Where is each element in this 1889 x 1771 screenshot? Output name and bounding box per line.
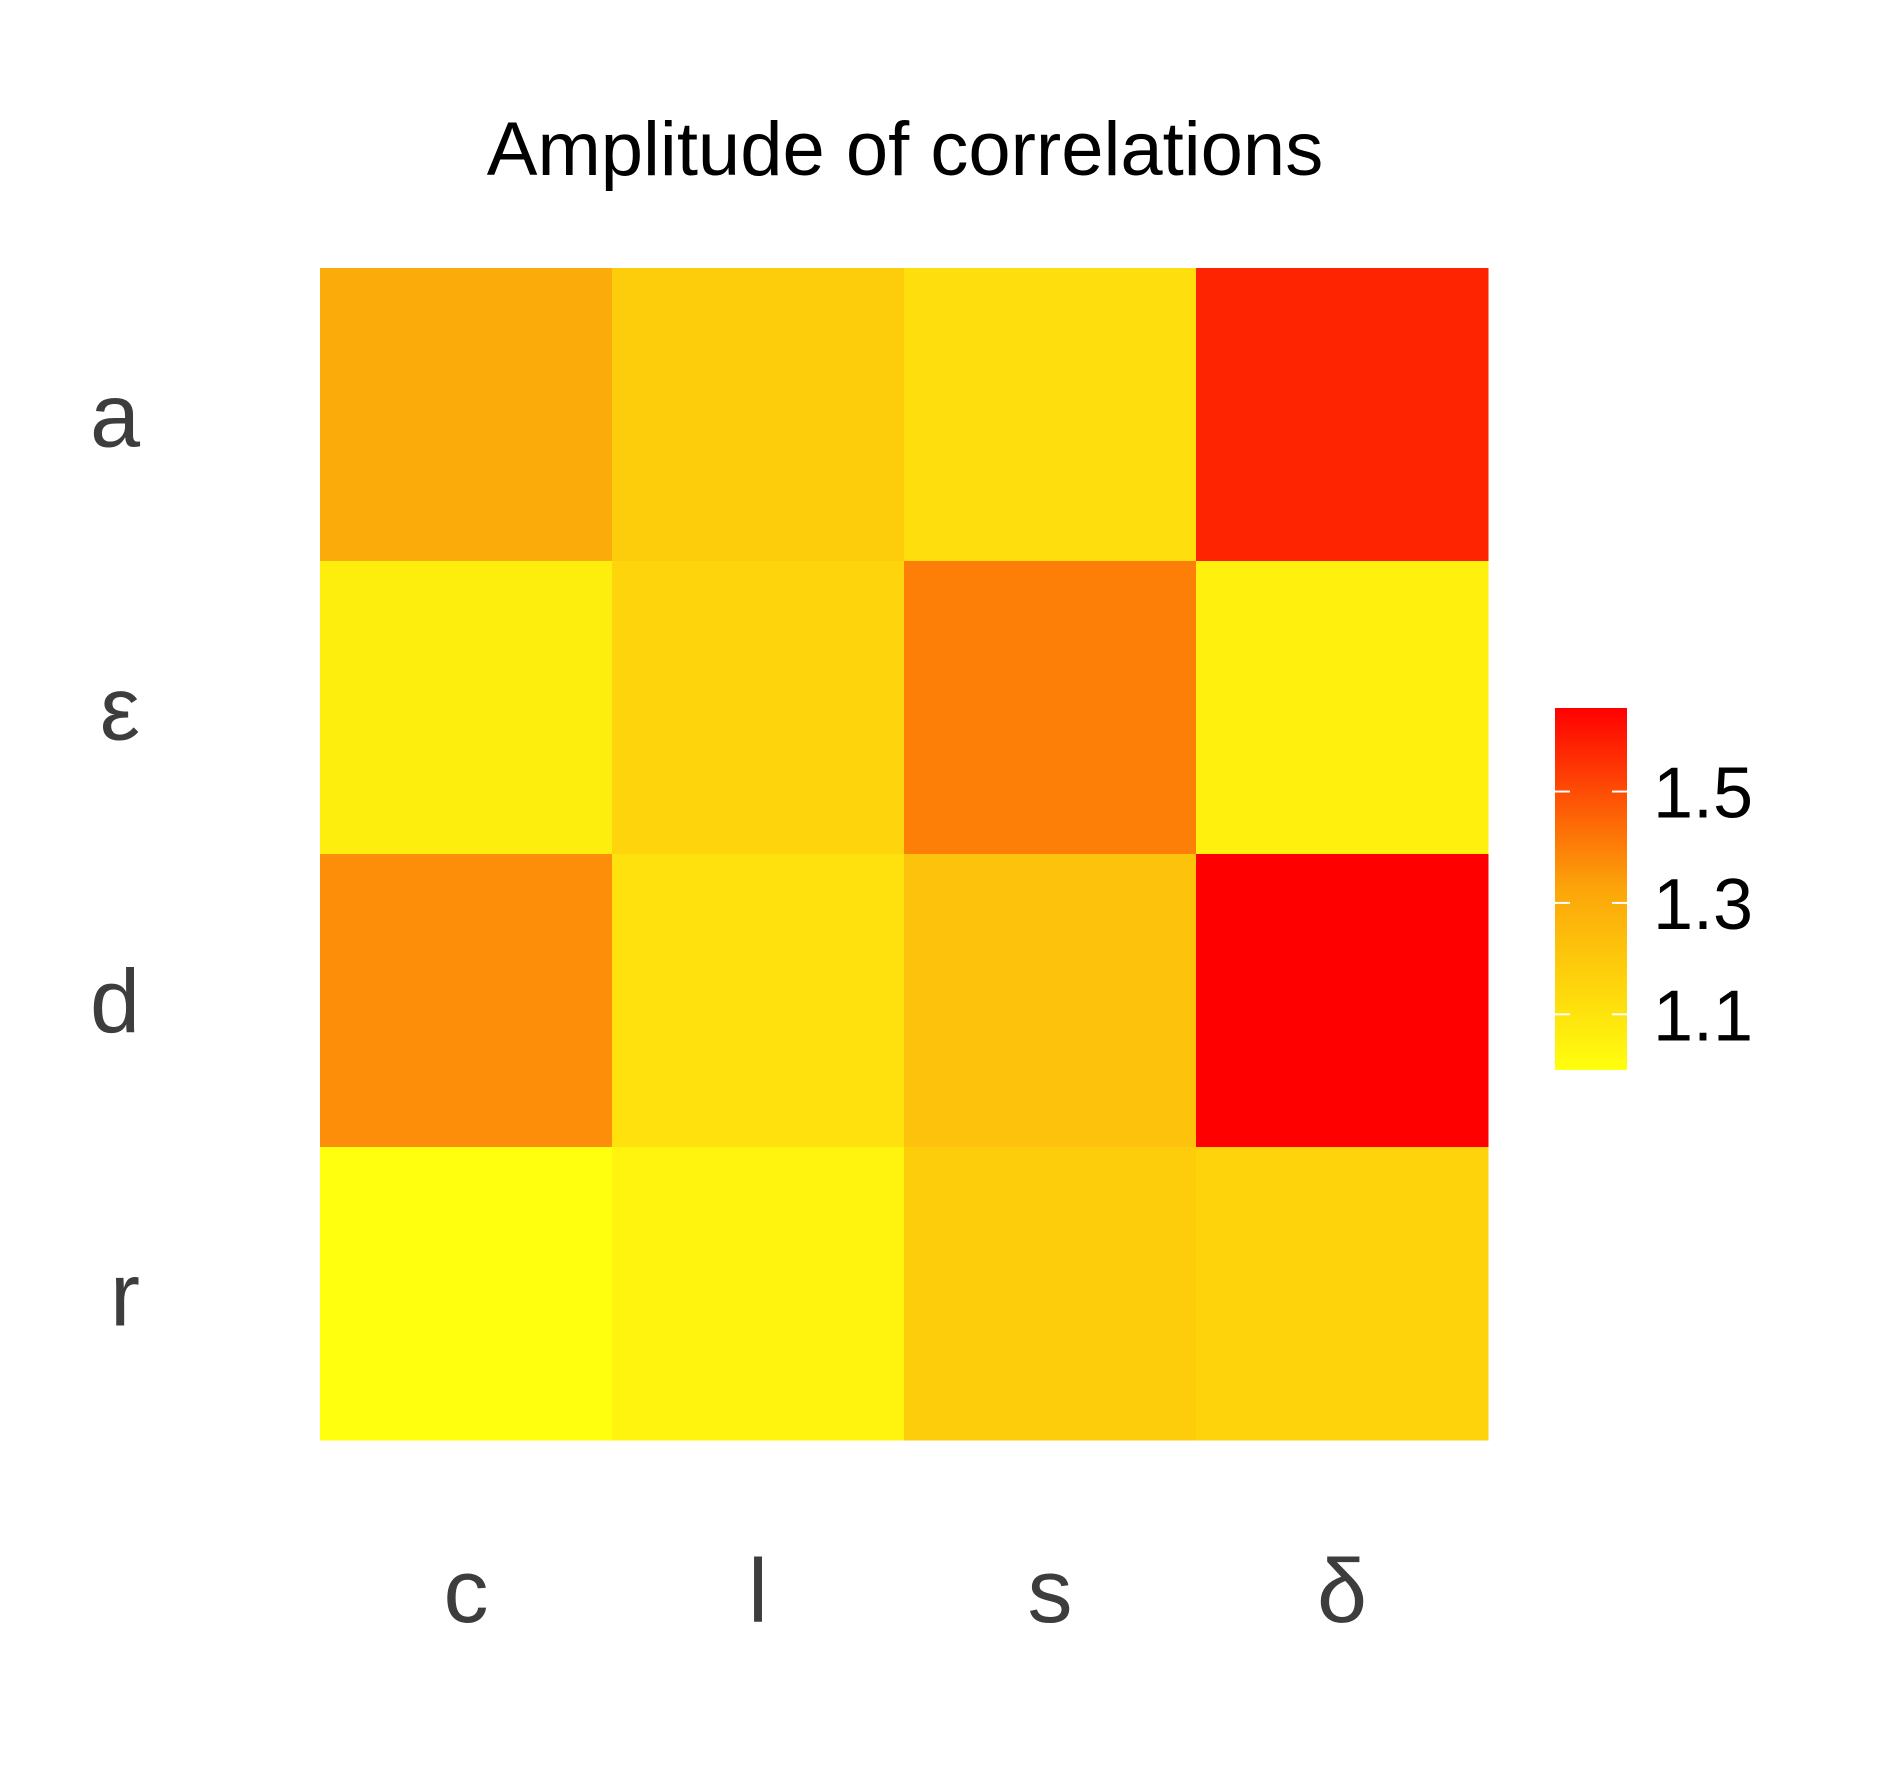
y-axis-labels: a ε d r	[90, 367, 141, 1346]
legend-colorbar	[1555, 708, 1627, 1070]
heatmap-cells	[320, 268, 1489, 1441]
heatmap-cell-d-c	[320, 854, 613, 1148]
x-tick-label: s	[1028, 1542, 1073, 1642]
color-legend: 1.1 1.3 1.5	[1555, 708, 1753, 1070]
y-tick-label: d	[90, 953, 140, 1053]
legend-tick-label: 1.3	[1653, 865, 1753, 945]
x-tick-label: δ	[1317, 1542, 1367, 1642]
chart-title: Amplitude of correlations	[487, 107, 1323, 192]
heatmap-cell-r-c	[320, 1147, 613, 1441]
heatmap-cell-r-s	[904, 1147, 1197, 1441]
heatmap-cell-ε-s	[904, 561, 1197, 855]
heatmap-cell-r-l	[612, 1147, 905, 1441]
x-tick-label: l	[748, 1542, 768, 1642]
x-tick-label: c	[444, 1542, 489, 1642]
heatmap-cell-ε-δ	[1196, 561, 1489, 855]
heatmap-cell-d-l	[612, 854, 905, 1148]
heatmap-cell-a-δ	[1196, 268, 1489, 562]
heatmap-cell-a-l	[612, 268, 905, 562]
y-tick-label: r	[110, 1246, 140, 1346]
heatmap-cell-ε-l	[612, 561, 905, 855]
heatmap-cell-a-c	[320, 268, 613, 562]
legend-tick-label: 1.1	[1653, 976, 1753, 1056]
legend-tick-label: 1.5	[1653, 754, 1753, 834]
heatmap-cell-d-s	[904, 854, 1197, 1148]
y-tick-label: a	[90, 367, 141, 467]
heatmap-cell-ε-c	[320, 561, 613, 855]
heatmap-cell-r-δ	[1196, 1147, 1489, 1441]
heatmap-cell-d-δ	[1196, 854, 1489, 1148]
heatmap-cell-a-s	[904, 268, 1197, 562]
y-tick-label: ε	[100, 660, 140, 760]
